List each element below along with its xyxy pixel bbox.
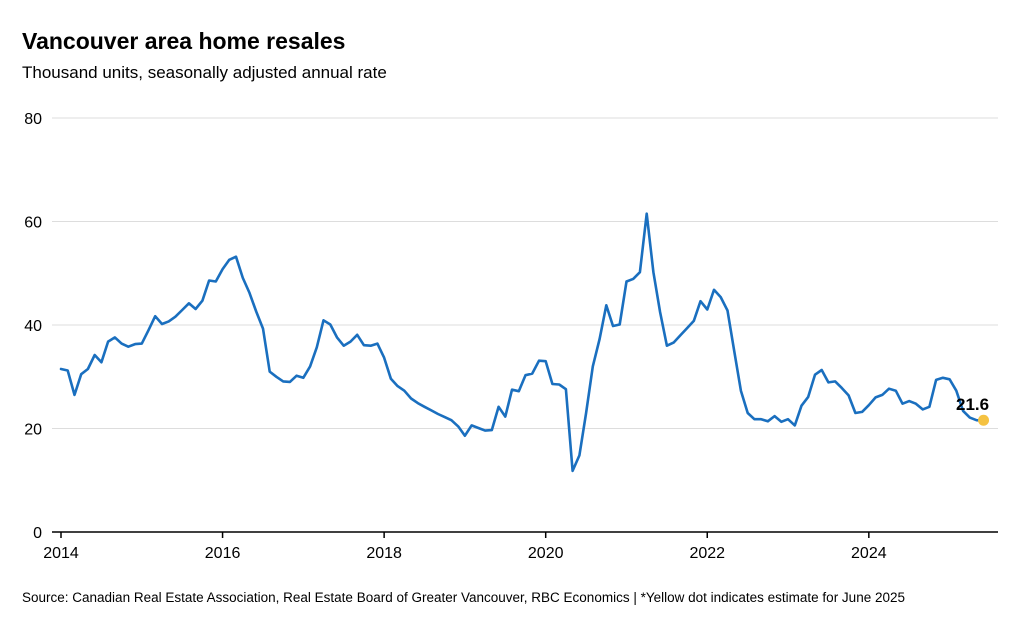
labels: 21.6 xyxy=(956,395,989,414)
series-line xyxy=(59,212,985,473)
x-tick-label: 2014 xyxy=(43,545,79,562)
y-tick-label: 40 xyxy=(24,318,42,335)
x-tick-label: 2016 xyxy=(205,545,241,562)
x-tick-label: 2020 xyxy=(528,545,564,562)
x-tick-label: 2022 xyxy=(689,545,725,562)
axes: 0 20 40 60 80 2014 2016 2018 2020 2022 2024 xyxy=(24,111,998,562)
x-tick-label: 2024 xyxy=(851,545,887,562)
y-tick-label: 20 xyxy=(24,422,42,439)
chart-title: Vancouver area home resales xyxy=(22,28,346,54)
source-note: Source: Canadian Real Estate Association… xyxy=(22,590,905,605)
y-tick-label: 80 xyxy=(24,111,42,128)
series-layer xyxy=(59,212,990,473)
x-tick-label: 2018 xyxy=(366,545,402,562)
gridlines xyxy=(52,117,998,429)
chart-subtitle: Thousand units, seasonally adjusted annu… xyxy=(22,63,387,82)
estimate-dot xyxy=(978,414,990,426)
estimate-label: 21.6 xyxy=(956,395,989,414)
y-tick-label: 0 xyxy=(33,525,42,542)
y-tick-label: 60 xyxy=(24,215,42,232)
